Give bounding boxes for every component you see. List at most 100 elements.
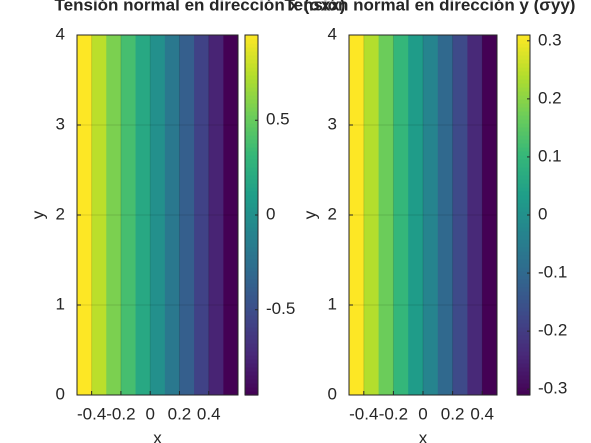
colorbar-swatch: [517, 223, 530, 228]
colorbar-swatch: [245, 119, 258, 124]
colorbar-swatch: [245, 91, 258, 96]
heat-cell: [363, 35, 380, 395]
x-axis-label: x: [419, 428, 428, 443]
heat-cell: [164, 35, 180, 395]
colorbar-swatch: [517, 91, 530, 96]
heat-cell: [208, 35, 224, 395]
colorbar-swatch: [245, 371, 258, 376]
colorbar-swatch: [245, 279, 258, 284]
colorbar-tick-label: -0.5: [266, 299, 295, 318]
colorbar-swatch: [245, 211, 258, 216]
colorbar-swatch: [245, 259, 258, 264]
colorbar-swatch: [517, 267, 530, 272]
heat-cell: [194, 35, 210, 395]
colorbar-tick-label: -0.1: [538, 263, 567, 282]
colorbar-swatch: [517, 155, 530, 160]
colorbar-swatch: [517, 227, 530, 232]
colorbar-swatch: [517, 159, 530, 164]
colorbar-swatch: [517, 327, 530, 332]
heat-cell: [393, 35, 409, 395]
x-tick-label: 0.4: [197, 404, 221, 423]
colorbar-swatch: [517, 167, 530, 172]
colorbar-swatch: [245, 243, 258, 248]
colorbar-swatch: [245, 391, 258, 396]
colorbar-swatch: [245, 55, 258, 60]
colorbar-swatch: [517, 351, 530, 356]
colorbar-swatch: [245, 183, 258, 188]
colorbar-tick-label: 0.1: [538, 146, 562, 165]
colorbar-swatch: [517, 311, 530, 316]
x-tick-label: 0.4: [470, 404, 494, 423]
colorbar-swatch: [517, 83, 530, 88]
colorbar-swatch: [245, 63, 258, 68]
chart-title: Tensión normal en dirección y (σyy): [285, 0, 576, 14]
x-tick-label: -0.4: [77, 404, 106, 423]
colorbar-swatch: [245, 171, 258, 176]
colorbar-swatch: [245, 291, 258, 296]
colorbar-swatch: [245, 99, 258, 104]
heat-cell: [378, 35, 394, 395]
colorbar-swatch: [517, 203, 530, 208]
colorbar-tick-label: 0.5: [266, 110, 290, 129]
colorbar-swatch: [245, 247, 258, 252]
colorbar-swatch: [245, 307, 258, 312]
colorbar-swatch: [245, 207, 258, 212]
colorbar-swatch: [245, 319, 258, 324]
colorbar-swatch: [245, 67, 258, 72]
colorbar-swatch: [517, 207, 530, 212]
colorbar-swatch: [517, 375, 530, 380]
colorbar-swatch: [517, 215, 530, 220]
colorbar-swatch: [245, 111, 258, 116]
y-tick-label: 0: [56, 384, 65, 403]
colorbar-swatch: [517, 151, 530, 156]
colorbar-swatch: [517, 79, 530, 84]
colorbar-swatch: [517, 35, 530, 40]
colorbar-swatch: [245, 255, 258, 260]
colorbar-swatch: [245, 275, 258, 280]
colorbar-swatch: [517, 199, 530, 204]
colorbar-swatch: [245, 191, 258, 196]
colorbar-swatch: [245, 79, 258, 84]
colorbar-swatch: [245, 103, 258, 108]
colorbar-swatch: [517, 355, 530, 360]
colorbar-swatch: [517, 295, 530, 300]
colorbar-swatch: [245, 163, 258, 168]
colorbar-swatch: [245, 363, 258, 368]
colorbar-swatch: [245, 147, 258, 152]
colorbar-swatch: [517, 63, 530, 68]
colorbar-swatch: [245, 135, 258, 140]
y-tick-label: 2: [56, 204, 65, 223]
colorbar-swatch: [517, 247, 530, 252]
colorbar-swatch: [517, 139, 530, 144]
colorbar-swatch: [517, 363, 530, 368]
colorbar-swatch: [245, 127, 258, 132]
heat-cell: [150, 35, 166, 395]
x-tick-label: 0.2: [441, 404, 465, 423]
colorbar-swatch: [245, 179, 258, 184]
y-tick-label: 3: [56, 114, 65, 133]
colorbar-swatch: [245, 123, 258, 128]
colorbar-swatch: [517, 59, 530, 64]
colorbar-swatch: [517, 391, 530, 396]
colorbar-swatch: [517, 67, 530, 72]
colorbar-swatch: [245, 87, 258, 92]
colorbar-swatch: [517, 275, 530, 280]
x-tick-label: 0: [145, 404, 154, 423]
colorbar-swatch: [517, 367, 530, 372]
x-tick-label: 0.2: [168, 404, 192, 423]
colorbar-swatch: [517, 135, 530, 140]
colorbar-swatch: [245, 83, 258, 88]
colorbar-swatch: [245, 387, 258, 392]
colorbar-swatch: [245, 299, 258, 304]
colorbar-swatch: [245, 159, 258, 164]
colorbar-swatch: [517, 343, 530, 348]
colorbar-swatch: [517, 379, 530, 384]
colorbar-swatch: [245, 359, 258, 364]
heat-cell: [437, 35, 454, 395]
colorbar-swatch: [245, 107, 258, 112]
colorbar-swatch: [517, 75, 530, 80]
colorbar-swatch: [245, 115, 258, 120]
colorbar-swatch: [245, 315, 258, 320]
colorbar-swatch: [517, 55, 530, 60]
